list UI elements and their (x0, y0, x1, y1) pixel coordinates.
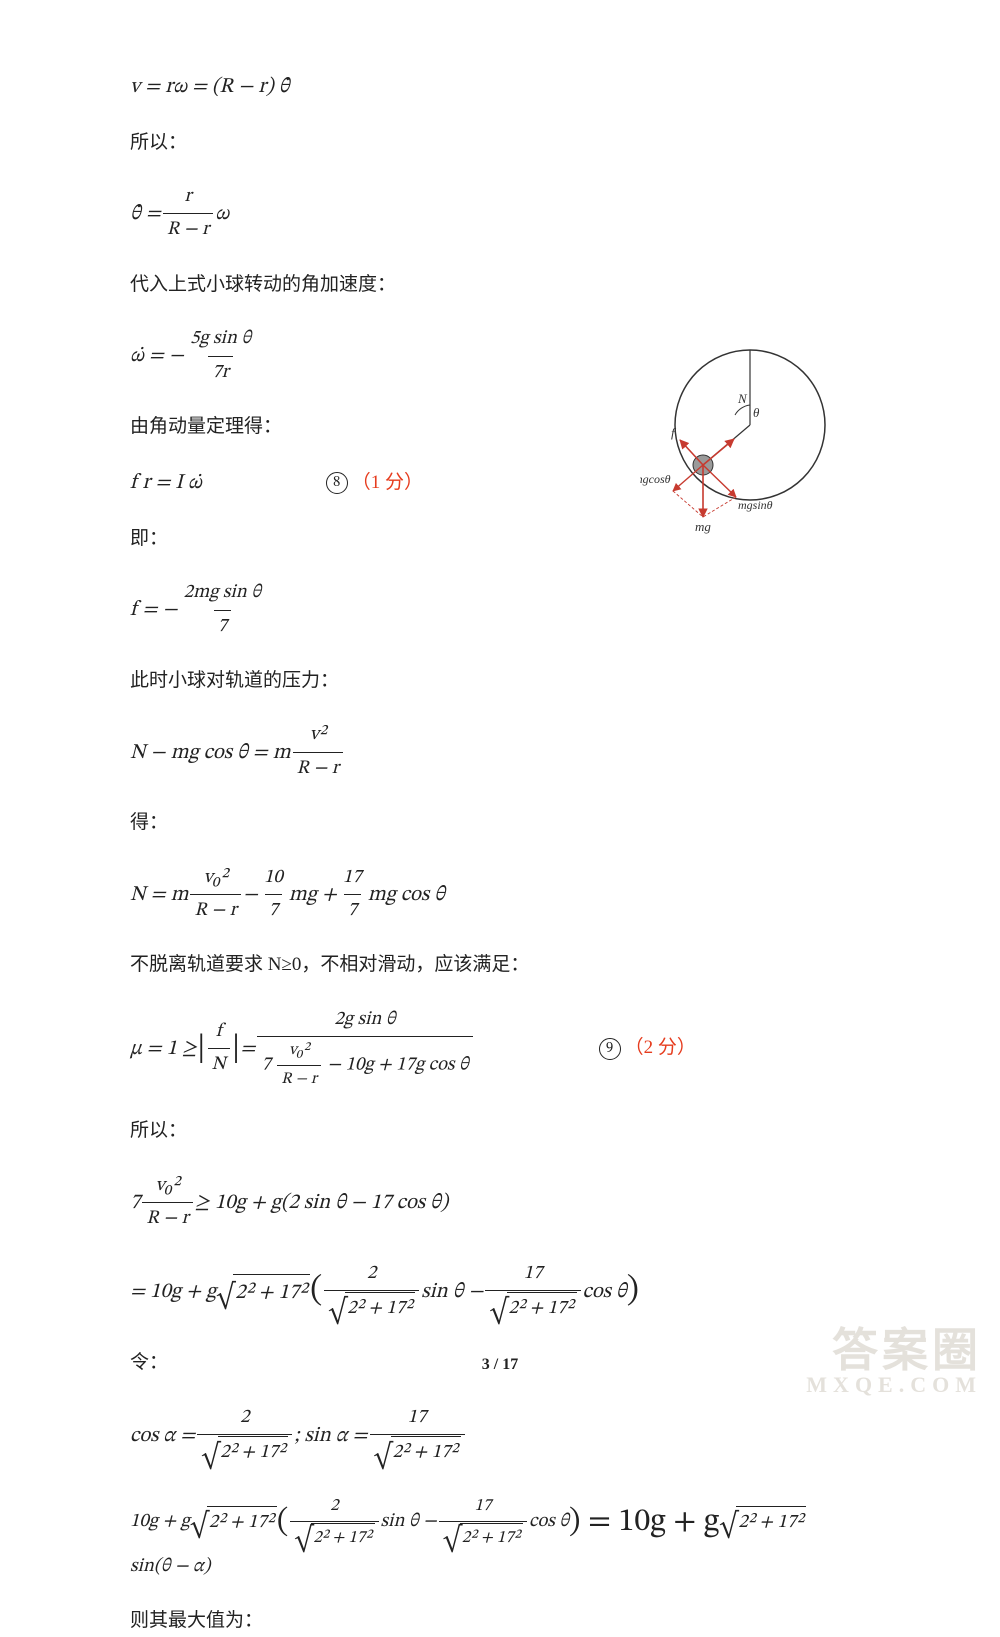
text-de: 得： (130, 808, 880, 838)
svg-text:θ: θ (753, 405, 760, 420)
eq-N-centripetal: N − mg cos θ = m v²R − r (130, 720, 880, 784)
eq-thetadot: θ̇ = rR − r ω (130, 182, 880, 246)
eq-f: f = − 2mg sin θ7 (130, 578, 880, 642)
svg-text:mgcosθ: mgcosθ (640, 472, 671, 486)
score-2pt: （2 分） (625, 1033, 696, 1063)
score-1pt: （1 分） (352, 468, 423, 498)
force-diagram: N θ f mgcosθ mgsinθ mg (640, 345, 860, 540)
svg-text:mg: mg (695, 519, 711, 534)
eq-expanded: = 10g + g √2² + 17² ( 2√2² + 17² sin θ −… (130, 1259, 880, 1325)
eq-inequality: 7 v₀²R − r ≥ 10g + g(2 sin θ − 17 cos θ) (130, 1171, 880, 1235)
text-max: 则其最大值为： (130, 1606, 880, 1636)
text-pressure: 此时小球对轨道的压力： (130, 666, 880, 696)
watermark: 答案圈 MXQE.COM (806, 1328, 982, 1396)
eq-mu: μ = 1 ≥ | fN | = 2g sin θ 7 v₀²R − r − 1… (130, 1005, 880, 1093)
text-so-1: 所以： (130, 128, 880, 158)
svg-text:N: N (737, 391, 748, 406)
eq-v: v = rω = (R − r) θ̇ (130, 70, 880, 104)
text-so-2: 所以： (130, 1116, 880, 1146)
svg-text:mgsinθ: mgsinθ (738, 498, 773, 512)
circled-8: 8 (326, 472, 348, 494)
eq-N-result: N = m v₀²R − r − 107 mg + 177 mg cos θ (130, 863, 880, 927)
circled-9: 9 (599, 1038, 621, 1060)
eq-cos-sin-alpha: cos α = 2√2² + 17² ; sin α = 17√2² + 17² (130, 1403, 880, 1469)
text-condition: 不脱离轨道要求 N≥0，不相对滑动，应该满足： (130, 950, 880, 980)
eq-final-identity: 10g + g √2² + 17² ( 2√2² + 17² sin θ − 1… (130, 1493, 880, 1583)
diagram-svg: N θ f mgcosθ mgsinθ mg (640, 345, 860, 535)
text-substitute: 代入上式小球转动的角加速度： (130, 270, 880, 300)
